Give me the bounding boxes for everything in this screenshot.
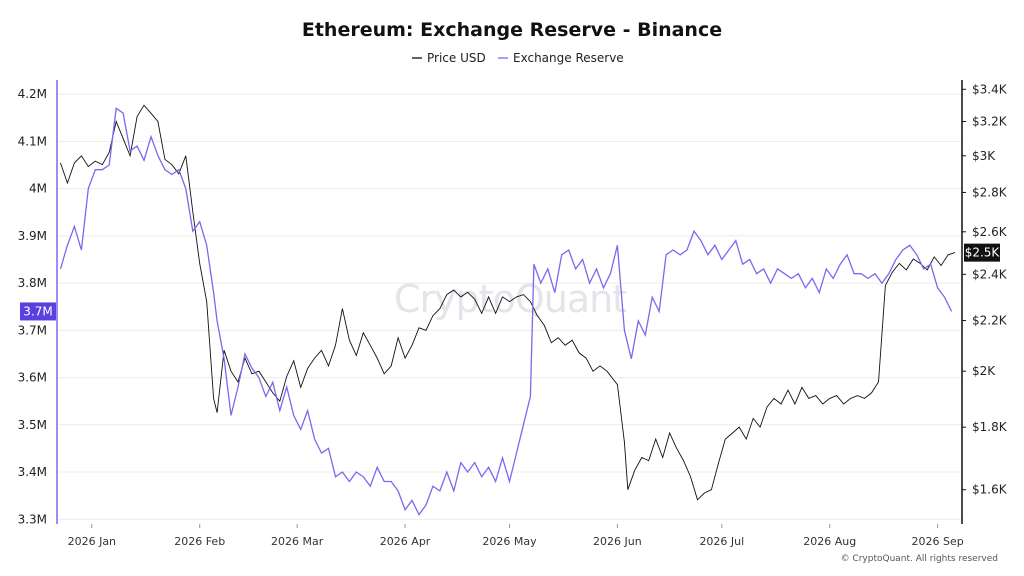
reserve-badge-bg bbox=[20, 302, 56, 321]
left-tick-label: 3.4M bbox=[18, 465, 47, 479]
right-tick-label: $3.4K bbox=[972, 82, 1008, 96]
legend-item-reserve[interactable]: Exchange Reserve bbox=[498, 51, 624, 65]
right-tick-label: $2K bbox=[972, 364, 996, 378]
price-badge-label: $2.5K bbox=[965, 246, 1001, 260]
left-tick-label: 4.1M bbox=[18, 134, 47, 148]
reserve-current-badge: 3.7M bbox=[20, 302, 56, 321]
gridlines bbox=[57, 93, 962, 520]
x-tick-label: 2026 Sep bbox=[912, 535, 964, 548]
series-line-reserve[interactable] bbox=[59, 107, 953, 516]
x-tick-label: 2026 Jul bbox=[699, 535, 744, 548]
chart-title: Ethereum: Exchange Reserve - Binance bbox=[302, 19, 722, 41]
left-tick-label: 3.5M bbox=[18, 418, 47, 432]
watermark: CryptoQuant bbox=[394, 277, 626, 321]
legend-label-price: Price USD bbox=[427, 51, 486, 65]
right-tick-label: $2.2K bbox=[972, 314, 1008, 328]
series-line-price[interactable] bbox=[60, 104, 956, 501]
right-tick-label: $3.2K bbox=[972, 114, 1008, 128]
left-tick-label: 3.7M bbox=[18, 323, 47, 337]
x-tick-label: 2026 Mar bbox=[271, 535, 324, 548]
left-tick-label: 3.9M bbox=[18, 229, 47, 243]
legend: Price USD Exchange Reserve bbox=[412, 51, 624, 65]
right-axis-ticks: $1.6K $1.8K $2K $2.2K $2.4K $2.6K $2.8K $3K $3.2… bbox=[962, 82, 1008, 497]
x-tick-label: 2026 Apr bbox=[380, 535, 431, 548]
legend-item-price[interactable]: Price USD bbox=[412, 51, 486, 65]
x-tick-label: 2026 May bbox=[482, 535, 537, 548]
left-tick-label: 3.8M bbox=[18, 276, 47, 290]
copyright-text: © CryptoQuant. All rights reserved bbox=[841, 554, 998, 564]
x-tick-label: 2026 Jun bbox=[593, 535, 642, 548]
price-badge-bg bbox=[964, 243, 1000, 262]
left-tick-label: 3.6M bbox=[18, 371, 47, 385]
x-tick-label: 2026 Jan bbox=[68, 535, 116, 548]
left-tick-label: 4.2M bbox=[18, 87, 47, 101]
legend-label-reserve: Exchange Reserve bbox=[513, 51, 624, 65]
left-tick-label: 3.3M bbox=[18, 512, 47, 526]
x-tick-label: 2026 Feb bbox=[174, 535, 225, 548]
price-current-badge: $2.5K bbox=[964, 243, 1001, 262]
x-axis-ticks: 2026 Jan 2026 Feb 2026 Mar 2026 Apr 2026 May… bbox=[68, 524, 964, 548]
left-axis-ticks: 3.3M 3.4M 3.5M 3.6M 3.7M 3.8M 3.9M 4M 4.1M 4.2M bbox=[18, 87, 47, 526]
right-tick-label: $2.6K bbox=[972, 225, 1008, 239]
right-tick-label: $1.8K bbox=[972, 420, 1008, 434]
right-tick-label: $3K bbox=[972, 149, 996, 163]
right-tick-label: $1.6K bbox=[972, 483, 1008, 497]
right-tick-label: $2.4K bbox=[972, 267, 1008, 281]
reserve-badge-label: 3.7M bbox=[23, 304, 52, 318]
x-tick-label: 2026 Aug bbox=[803, 535, 856, 548]
left-tick-label: 4M bbox=[29, 182, 47, 196]
right-tick-label: $2.8K bbox=[972, 185, 1008, 199]
